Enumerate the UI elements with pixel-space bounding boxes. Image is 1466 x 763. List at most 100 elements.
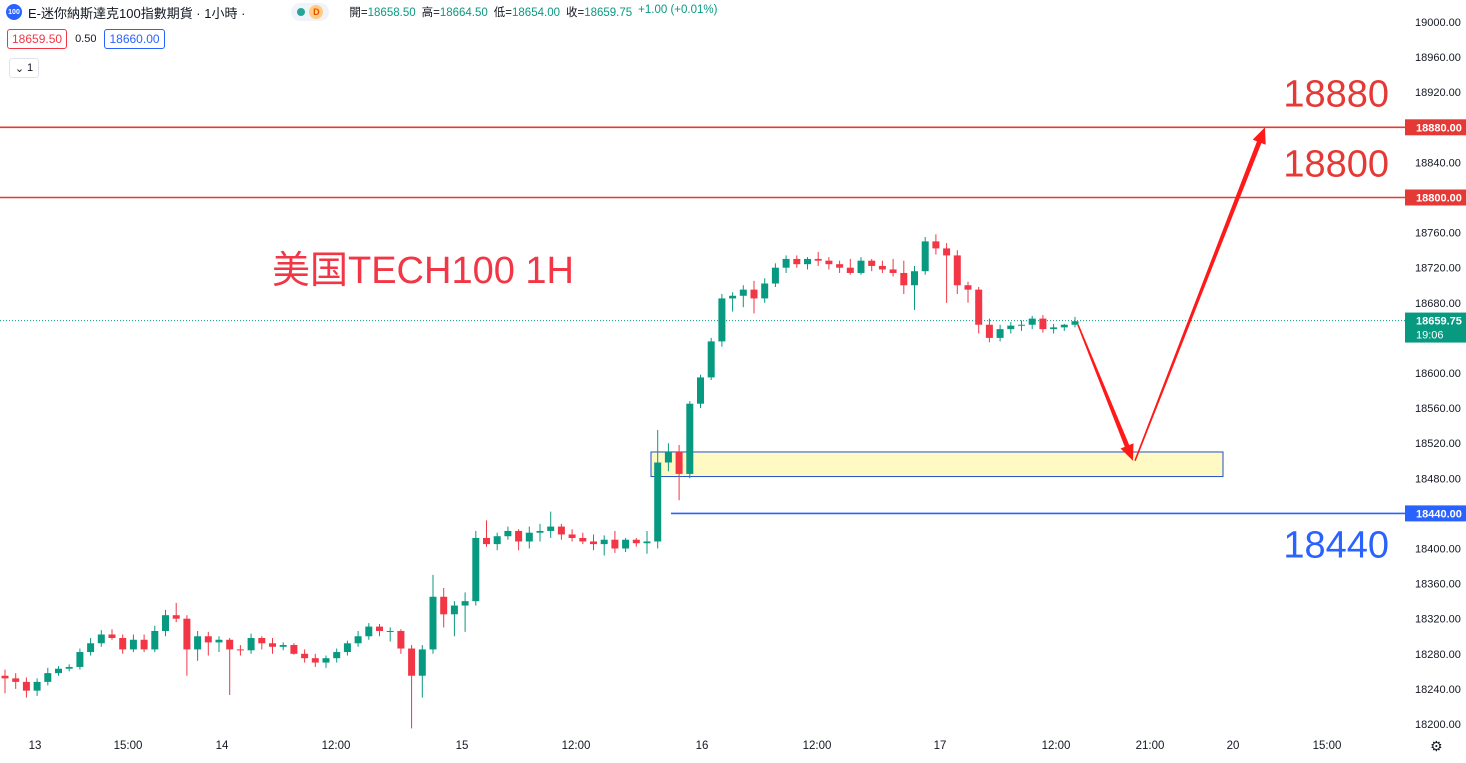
candle-body (450, 605, 458, 615)
horizontal-lines-layer[interactable] (0, 126, 1406, 515)
level-annotation: 18880 (1283, 73, 1389, 115)
candle-body (311, 658, 319, 663)
ohlc-label: 開= (349, 7, 368, 19)
candle-body (129, 639, 137, 650)
candle-body (504, 530, 512, 537)
candle-body (547, 526, 555, 531)
market-open-dot-icon (297, 8, 306, 16)
x-tick-label: 12:00 (803, 740, 832, 752)
candle-body (333, 652, 341, 659)
y-tick-label: 19000.00 (1415, 17, 1461, 29)
buy-price-button[interactable]: 18660.00 (104, 29, 165, 49)
candle-body (836, 264, 844, 268)
candle-body (226, 639, 234, 650)
symbol-logo-icon[interactable]: 100 (6, 4, 22, 20)
candle-body (1039, 318, 1047, 330)
chart-settings-gear-icon[interactable]: ⚙ (1430, 738, 1443, 754)
projection-arrow-down[interactable] (1077, 324, 1134, 461)
candle-body (247, 638, 255, 651)
projection-arrow-layer[interactable] (1077, 127, 1266, 462)
candle-body (119, 638, 127, 650)
y-tick-label: 18680.00 (1415, 298, 1461, 310)
candle-body (804, 258, 811, 265)
x-tick-label: 12:00 (1042, 740, 1071, 752)
price-level-tag-label: 18440.00 (1416, 508, 1462, 520)
candle-body (761, 283, 769, 299)
sell-price-button[interactable]: 18659.50 (7, 29, 68, 49)
candle-body (183, 618, 191, 650)
support-zone-layer[interactable] (650, 451, 1224, 478)
y-tick-label: 18200.00 (1415, 719, 1461, 731)
candle-body (279, 645, 287, 647)
candle-body (194, 636, 202, 650)
candle-body (397, 630, 405, 649)
price-level-tag[interactable] (1405, 189, 1466, 206)
candle-body (718, 298, 726, 342)
annotations-layer: 18880 18800 18440 美国TECH100 1H (272, 73, 1389, 566)
candle-body (215, 639, 223, 643)
candle-body (729, 295, 737, 299)
current-price-label: 18659.75 (1416, 316, 1462, 328)
candle-body (964, 285, 972, 290)
candle-body (354, 636, 362, 644)
candle-body (664, 451, 672, 463)
candle-body (1, 675, 9, 679)
candle-body (953, 255, 961, 286)
ohlc-label: 收= (565, 7, 585, 19)
x-tick-label: 12:00 (562, 740, 591, 752)
price-axis-layer[interactable]: 19000.00 18960.00 18920.00 18840.00 18760.00… (1405, 17, 1466, 731)
y-tick-label: 18280.00 (1415, 649, 1461, 661)
price-level-tag[interactable] (1405, 119, 1466, 136)
candle-body (376, 626, 383, 631)
y-tick-label: 18360.00 (1415, 579, 1461, 591)
candle-body (483, 537, 490, 545)
chart-title-annotation: 美国TECH100 1H (272, 250, 574, 292)
candle-body (386, 630, 394, 632)
support-zone-box[interactable] (650, 451, 1224, 478)
time-axis-layer[interactable]: 13 15:00 14 12:00 15 12:00 16 12:00 17 12:00 21:00… (29, 740, 1342, 752)
candle-body (793, 258, 801, 265)
candle-body (55, 668, 62, 674)
chevron-down-icon: ⌄ (14, 62, 25, 75)
candle-body (87, 643, 95, 653)
ohlc-readout: 開=18658.50 高=18664.50 低=18654.00 收=18659… (349, 4, 717, 20)
candle-body (868, 260, 876, 266)
candle-body (1060, 324, 1068, 328)
candle-body (611, 539, 619, 549)
current-price-tag[interactable] (1405, 312, 1466, 343)
y-tick-label: 18320.00 (1415, 614, 1461, 626)
chart-header: 100 E-迷你納斯達克100指數期貨 · 1小時 · D 開=18658.50… (6, 3, 717, 21)
x-tick-label: 16 (696, 740, 709, 752)
candle-body (943, 248, 951, 256)
y-tick-label: 18840.00 (1415, 157, 1461, 169)
candle-body (429, 596, 437, 650)
candle-body (472, 537, 480, 602)
candle-body (418, 649, 426, 676)
candle-body (151, 630, 159, 650)
candle-body (461, 601, 469, 606)
candle-body (108, 634, 116, 639)
ohlc-value: 18658.50 (367, 7, 416, 19)
candle-body (76, 652, 84, 667)
candle-body (440, 596, 448, 615)
candle-body (322, 658, 330, 663)
candle-body (590, 541, 597, 545)
candle-body (44, 673, 52, 682)
status-pill[interactable]: D (291, 3, 330, 21)
projection-arrow-up[interactable] (1134, 127, 1266, 462)
symbol-title[interactable]: E-迷你納斯達克100指數期貨 · 1小時 · (28, 5, 246, 21)
candle-body (301, 653, 309, 659)
y-tick-label: 18600.00 (1415, 368, 1461, 380)
ohlc-value: 18664.50 (439, 7, 488, 19)
candle-body (172, 615, 180, 619)
y-tick-label: 18240.00 (1415, 684, 1461, 696)
price-level-tag-label: 18800.00 (1416, 193, 1462, 205)
candle-body (65, 666, 73, 669)
price-level-tag[interactable] (1405, 505, 1466, 522)
candle-body (515, 530, 523, 542)
indicators-toggle-button[interactable]: ⌄ 1 (9, 58, 39, 78)
change-value: +1.00 (+0.01%) (638, 4, 718, 16)
candle-body (365, 626, 373, 637)
